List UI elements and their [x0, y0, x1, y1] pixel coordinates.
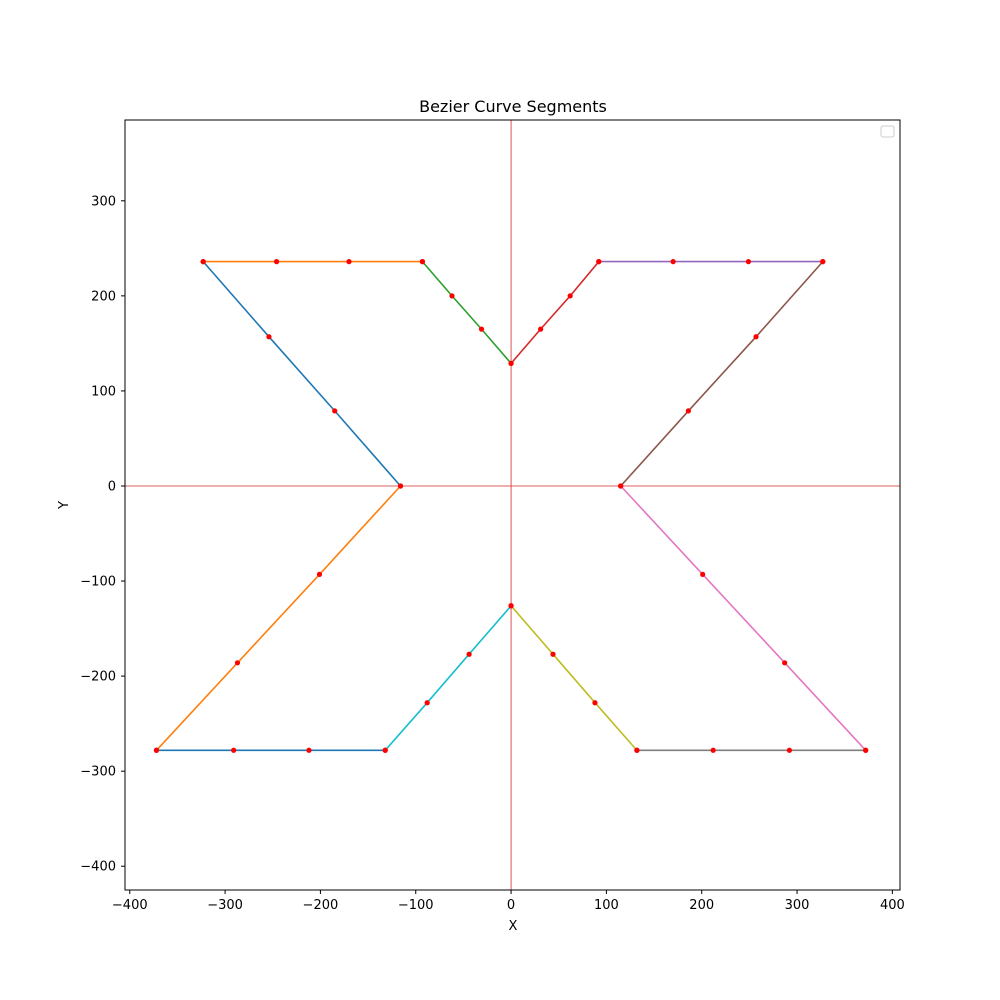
axes-frame — [124, 119, 901, 891]
control-point-3-3 — [478, 326, 485, 332]
y-tick-label: 0 — [108, 479, 116, 494]
control-point-7-3 — [782, 660, 788, 666]
y-tick-label: −300 — [80, 765, 116, 780]
y-tick-label: 300 — [91, 194, 116, 209]
chart-title: Bezier Curve Segments — [419, 97, 607, 116]
control-point-10-1 — [508, 603, 514, 609]
control-point-12-2 — [234, 660, 241, 666]
control-point-5-1 — [596, 259, 602, 265]
control-point-9-1 — [634, 747, 640, 753]
control-point-9-3 — [550, 651, 556, 657]
control-point-11-3 — [231, 747, 237, 753]
x-tick-label: −200 — [303, 898, 339, 913]
control-point-2-3 — [346, 259, 352, 265]
control-point-1-2 — [266, 334, 272, 340]
control-point-2-2 — [273, 259, 280, 265]
control-point-5-2 — [670, 259, 676, 265]
series-line-9 — [510, 605, 638, 751]
control-point-11-1 — [382, 747, 388, 753]
axis-ticks: −400 −300 −200 −100 0 100 200 300 400 −400 −300 −20… — [80, 119, 905, 913]
control-point-5-3 — [745, 259, 752, 265]
x-tick-label: 0 — [507, 898, 515, 913]
control-point-8-3 — [710, 747, 716, 753]
legend-box — [880, 125, 895, 138]
control-point-10-3 — [424, 700, 430, 706]
control-point-8-2 — [786, 747, 793, 753]
y-tick-label: 100 — [91, 384, 116, 399]
x-tick-label: 200 — [689, 898, 714, 913]
series-line-3 — [421, 261, 512, 364]
control-point-7-2 — [700, 571, 706, 577]
control-point-1-3 — [332, 408, 338, 414]
control-point-12-4 — [397, 483, 404, 489]
control-point-4-2 — [538, 326, 544, 332]
y-axis-label: Y — [57, 501, 72, 510]
series-line-6 — [620, 261, 824, 487]
control-point-4-3 — [567, 293, 573, 299]
series-line-7 — [620, 485, 867, 751]
plot-area — [125, 120, 900, 890]
x-tick-label: 100 — [594, 898, 619, 913]
y-tick-label: 200 — [91, 289, 116, 304]
series-line-10 — [384, 605, 512, 751]
series-line-12 — [155, 485, 402, 751]
y-tick-label: −100 — [80, 575, 116, 590]
control-point-9-2 — [592, 700, 598, 706]
control-point-3-1 — [419, 259, 426, 265]
y-tick-label: −200 — [80, 670, 116, 685]
control-point-10-2 — [466, 651, 472, 657]
control-point-6-1 — [820, 259, 826, 265]
x-tick-label: −400 — [112, 898, 148, 913]
control-point-3-2 — [449, 293, 455, 299]
control-point-12-1 — [153, 747, 160, 753]
series-line-1 — [202, 261, 402, 487]
control-point-8-1 — [863, 747, 869, 753]
control-point-7-1 — [618, 483, 624, 489]
y-tick-label: −400 — [80, 860, 116, 875]
x-axis-label: X — [509, 919, 518, 934]
control-point-6-2 — [753, 334, 759, 340]
x-tick-label: −100 — [398, 898, 434, 913]
control-point-6-3 — [685, 408, 691, 414]
series-line-4 — [510, 261, 600, 364]
x-tick-label: −300 — [207, 898, 243, 913]
control-point-2-1 — [200, 259, 206, 265]
control-point-12-3 — [316, 571, 323, 577]
x-tick-label: 400 — [880, 898, 905, 913]
control-point-11-2 — [306, 747, 312, 753]
x-tick-label: 300 — [785, 898, 810, 913]
control-point-4-1 — [508, 360, 514, 366]
